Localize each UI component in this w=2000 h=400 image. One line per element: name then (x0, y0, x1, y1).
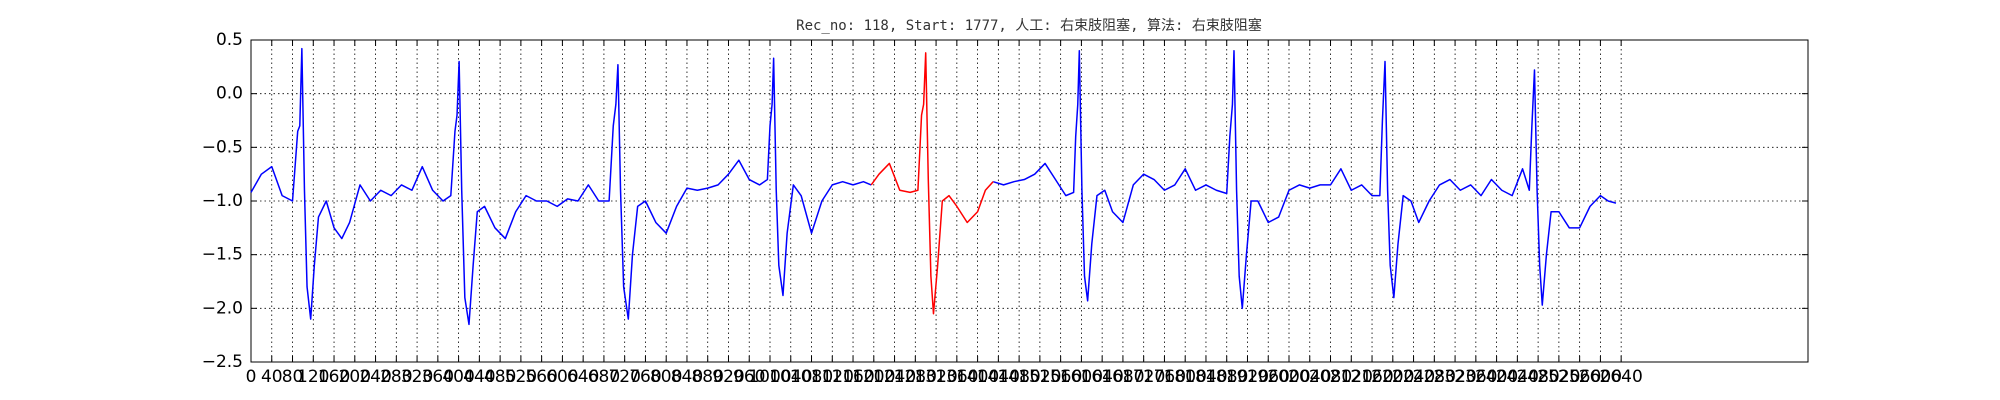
x-tick-label: 1600 (1060, 367, 1103, 387)
x-tick-label: 1520 (1018, 367, 1061, 387)
x-tick-label: 440 (463, 367, 495, 387)
x-tick-label: 2400 (1475, 367, 1518, 387)
y-tick-label: −0.5 (202, 137, 243, 157)
x-tick-label: 1160 (831, 367, 874, 387)
x-tick-label: 200 (339, 367, 371, 387)
x-tick-label: 1840 (1184, 367, 1227, 387)
x-tick-label: 960 (733, 367, 765, 387)
x-tick-label: 1640 (1081, 367, 1124, 387)
y-tick-label: −2.0 (202, 298, 243, 318)
x-tick-label: 120 (297, 367, 329, 387)
x-tick-label: 1560 (1039, 367, 1082, 387)
x-tick-label: 1480 (997, 367, 1040, 387)
x-tick-label: 1440 (977, 367, 1020, 387)
x-tick-label: 1720 (1122, 367, 1165, 387)
x-tick-label: 2560 (1558, 367, 1601, 387)
x-tick-label: 400 (442, 367, 474, 387)
y-tick-label: −1.0 (202, 191, 243, 211)
x-tick-label: 2360 (1454, 367, 1497, 387)
x-tick-label: 2320 (1433, 367, 1476, 387)
x-tick-label: 680 (588, 367, 620, 387)
x-tick-label: 320 (401, 367, 433, 387)
x-tick-label: 1040 (769, 367, 812, 387)
x-tick-label: 720 (608, 367, 640, 387)
x-tick-label: 1320 (914, 367, 957, 387)
chart-title: Rec_no: 118, Start: 1777, 人工: 右束肢阻塞, 算法:… (796, 17, 1262, 34)
x-tick-label: 520 (505, 367, 537, 387)
x-tick-label: 360 (422, 367, 454, 387)
x-tick-label: 2480 (1516, 367, 1559, 387)
x-tick-label: 2520 (1537, 367, 1580, 387)
x-tick-label: 1200 (852, 367, 895, 387)
x-tick-label: 1760 (1143, 367, 1186, 387)
x-tick-label: 640 (567, 367, 599, 387)
x-tick-label: 0 (246, 367, 257, 387)
x-tick-label: 1280 (894, 367, 937, 387)
ecg-line (870, 52, 994, 315)
x-tick-label: 1120 (811, 367, 854, 387)
x-tick-label: 280 (380, 367, 412, 387)
x-tick-label: 80 (282, 367, 304, 387)
x-tick-label: 2160 (1350, 367, 1393, 387)
x-tick-label: 2040 (1288, 367, 1331, 387)
x-tick-label: 1360 (935, 367, 978, 387)
x-tick-label: 1680 (1101, 367, 1144, 387)
x-tick-label: 1240 (873, 367, 916, 387)
x-tick-label: 840 (671, 367, 703, 387)
x-tick-label: 1800 (1164, 367, 1207, 387)
x-tick-label: 600 (546, 367, 578, 387)
x-tick-label: 1880 (1205, 367, 1248, 387)
x-tick-label: 1400 (956, 367, 999, 387)
x-tick-label: 160 (318, 367, 350, 387)
x-tick-label: 480 (484, 367, 516, 387)
x-tick-label: 1000 (748, 367, 791, 387)
x-tick-label: 40 (261, 367, 283, 387)
x-tick-label: 2240 (1392, 367, 1435, 387)
x-tick-label: 800 (650, 367, 682, 387)
x-tick-label: 2280 (1413, 367, 1456, 387)
x-tick-label: 2440 (1496, 367, 1539, 387)
x-tick-label: 560 (525, 367, 557, 387)
y-tick-label: 0.5 (216, 30, 243, 50)
x-tick-label: 2200 (1371, 367, 1414, 387)
ecg-line (250, 47, 1617, 326)
x-tick-label: 1080 (790, 367, 833, 387)
x-tick-label: 240 (359, 367, 391, 387)
x-tick-label: 920 (712, 367, 744, 387)
x-tick-label: 1920 (1226, 367, 1269, 387)
x-tick-label: 2120 (1330, 367, 1373, 387)
y-tick-label: −1.5 (202, 245, 243, 265)
x-tick-label: 760 (629, 367, 661, 387)
y-tick-label: −2.5 (202, 352, 243, 372)
x-tick-label: 2080 (1309, 367, 1352, 387)
x-tick-label: 2600 (1579, 367, 1622, 387)
x-tick-label: 2000 (1267, 367, 1310, 387)
y-tick-label: 0.0 (216, 84, 243, 104)
x-tick-label: 880 (691, 367, 723, 387)
x-tick-label: 2640 (1600, 367, 1643, 387)
x-tick-label: 1960 (1247, 367, 1290, 387)
